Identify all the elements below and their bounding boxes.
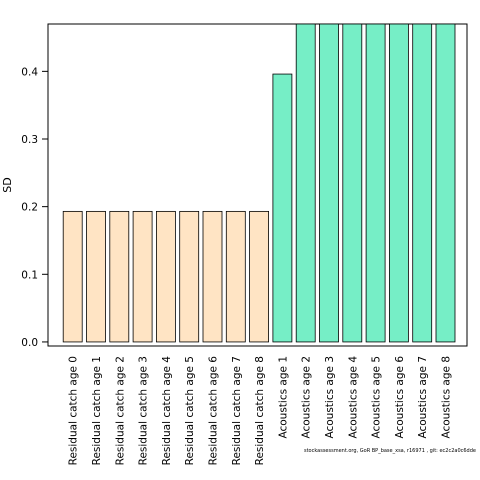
y-tick-label: 0.2 xyxy=(21,202,38,214)
x-tick-label: Acoustics age 6 xyxy=(394,356,406,439)
bar xyxy=(435,23,456,343)
bar xyxy=(295,23,316,343)
x-tick-label: Acoustics age 8 xyxy=(441,356,453,439)
bar xyxy=(109,210,130,343)
x-tick-label: Acoustics age 1 xyxy=(277,356,289,439)
bar xyxy=(155,210,176,343)
y-tick-label: 0.0 xyxy=(21,337,38,349)
plot-frame xyxy=(47,23,468,347)
x-tick-label: Acoustics age 2 xyxy=(301,356,313,439)
y-axis-title: SD xyxy=(1,177,14,192)
x-tick-label: Acoustics age 7 xyxy=(417,356,429,439)
bar xyxy=(202,210,223,343)
bar xyxy=(388,23,409,343)
x-axis-labels: Residual catch age 0 Residual catch age 1… xyxy=(68,356,453,466)
x-tick-label: Residual catch age 0 xyxy=(68,356,80,465)
x-tick-label: Acoustics age 5 xyxy=(371,356,383,439)
x-tick-label: Residual catch age 5 xyxy=(184,356,196,465)
footer-text: stockassessment.org, GoR BP_base_xsa, r1… xyxy=(303,448,476,454)
bar xyxy=(62,210,83,343)
x-tick-label: Acoustics age 3 xyxy=(324,356,336,439)
x-tick-label: Residual catch age 6 xyxy=(208,356,220,466)
y-tick-label: 0.1 xyxy=(21,269,38,281)
bar xyxy=(319,23,339,343)
bar xyxy=(132,210,153,343)
bar xyxy=(365,23,386,343)
x-tick-label: Residual catch age 3 xyxy=(138,356,150,465)
x-tick-label: Acoustics age 4 xyxy=(347,356,359,439)
y-tick-label: 0.3 xyxy=(21,134,38,146)
bar xyxy=(225,210,246,343)
y-tick-label: 0.4 xyxy=(21,66,38,78)
y-axis: 0.0 0.1 0.2 0.3 0.4 xyxy=(21,66,48,349)
bar xyxy=(179,210,200,343)
x-tick-label: Residual catch age 2 xyxy=(114,356,126,465)
x-tick-label: Residual catch age 7 xyxy=(231,356,243,465)
x-tick-label: Residual catch age 4 xyxy=(161,356,173,466)
bar xyxy=(272,73,293,343)
bar xyxy=(249,210,270,343)
bar xyxy=(86,210,106,343)
bar xyxy=(342,23,363,343)
x-tick-label: Residual catch age 8 xyxy=(254,356,266,465)
x-tick-label: Residual catch age 1 xyxy=(91,356,103,465)
bars xyxy=(62,23,456,343)
bar xyxy=(412,23,433,343)
